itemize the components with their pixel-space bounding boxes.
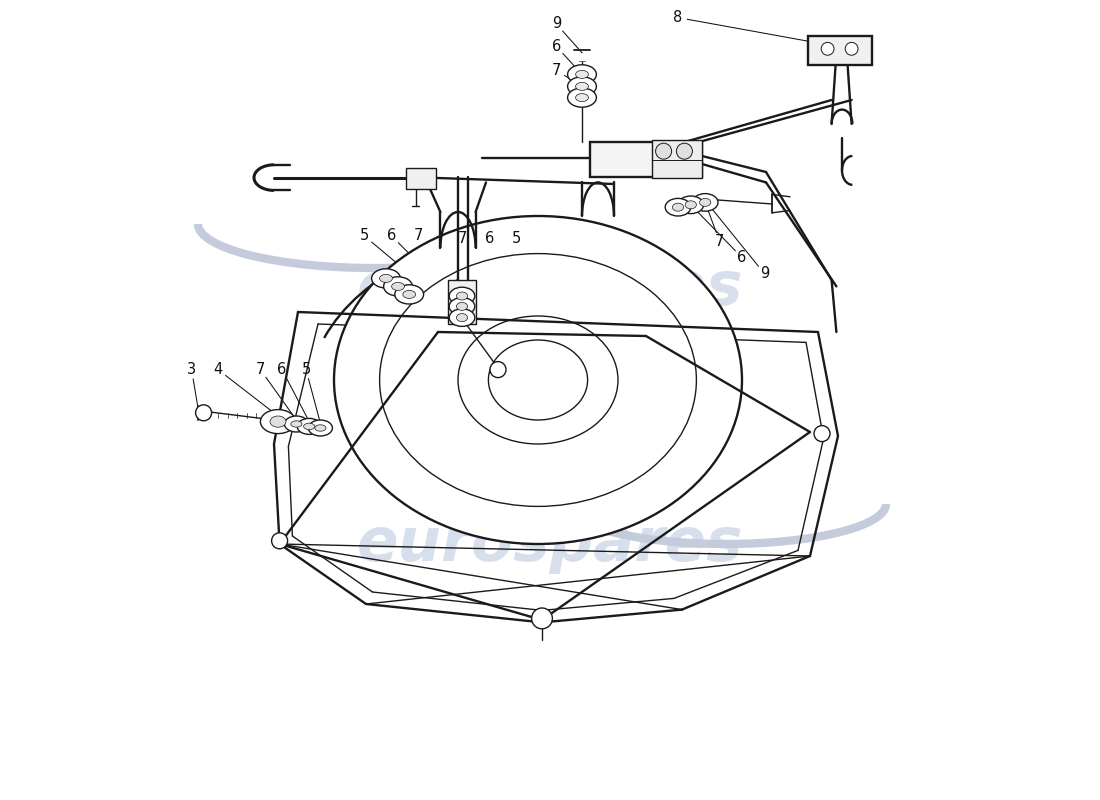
Ellipse shape [395, 285, 424, 304]
Ellipse shape [372, 269, 400, 288]
Text: 8: 8 [673, 10, 683, 25]
Ellipse shape [379, 254, 696, 506]
Ellipse shape [568, 65, 596, 84]
Circle shape [272, 533, 287, 549]
Ellipse shape [315, 425, 326, 431]
Text: 4: 4 [213, 362, 222, 377]
Ellipse shape [449, 309, 475, 326]
FancyBboxPatch shape [406, 168, 437, 189]
Ellipse shape [403, 290, 416, 298]
Ellipse shape [666, 198, 691, 216]
Ellipse shape [308, 420, 332, 436]
Ellipse shape [379, 274, 393, 282]
Ellipse shape [285, 416, 308, 432]
Circle shape [656, 143, 672, 159]
Ellipse shape [261, 410, 296, 434]
Ellipse shape [575, 70, 589, 78]
Text: 9: 9 [552, 17, 561, 31]
FancyBboxPatch shape [652, 140, 702, 178]
FancyBboxPatch shape [807, 36, 871, 65]
Ellipse shape [678, 196, 704, 214]
Ellipse shape [456, 302, 468, 310]
Text: eurospares: eurospares [356, 514, 744, 574]
Text: 7: 7 [255, 362, 265, 377]
Text: 6: 6 [485, 231, 495, 246]
Ellipse shape [700, 198, 711, 206]
Ellipse shape [334, 216, 742, 544]
Ellipse shape [304, 423, 315, 430]
Ellipse shape [575, 82, 589, 90]
Text: 6: 6 [552, 39, 561, 54]
Text: 5: 5 [512, 231, 521, 246]
Ellipse shape [392, 282, 405, 290]
Ellipse shape [488, 340, 587, 420]
Ellipse shape [692, 194, 718, 211]
Ellipse shape [458, 316, 618, 444]
Ellipse shape [456, 314, 468, 322]
Circle shape [676, 143, 692, 159]
Ellipse shape [290, 421, 303, 427]
Ellipse shape [270, 416, 286, 427]
Ellipse shape [449, 287, 475, 305]
Circle shape [845, 42, 858, 55]
FancyBboxPatch shape [448, 280, 476, 324]
Text: 7: 7 [552, 63, 561, 78]
Ellipse shape [384, 277, 412, 296]
Ellipse shape [449, 298, 475, 315]
Text: 6: 6 [737, 250, 747, 265]
Text: 5: 5 [360, 229, 368, 243]
Ellipse shape [297, 418, 321, 434]
Text: eurospares: eurospares [356, 258, 744, 318]
Text: 6: 6 [277, 362, 287, 377]
Circle shape [490, 362, 506, 378]
Circle shape [531, 608, 552, 629]
Text: 5: 5 [301, 362, 310, 377]
Circle shape [196, 405, 211, 421]
Circle shape [822, 42, 834, 55]
Ellipse shape [685, 201, 696, 209]
Text: 9: 9 [760, 266, 769, 281]
Ellipse shape [672, 203, 683, 211]
FancyBboxPatch shape [590, 142, 702, 177]
Ellipse shape [568, 88, 596, 107]
Text: 7: 7 [715, 234, 724, 249]
Ellipse shape [575, 94, 589, 102]
Ellipse shape [568, 77, 596, 96]
Text: 3: 3 [187, 362, 196, 377]
Text: 7: 7 [414, 229, 424, 243]
Text: 7: 7 [458, 231, 466, 246]
Circle shape [814, 426, 830, 442]
Ellipse shape [456, 292, 468, 300]
Text: 6: 6 [387, 229, 396, 243]
